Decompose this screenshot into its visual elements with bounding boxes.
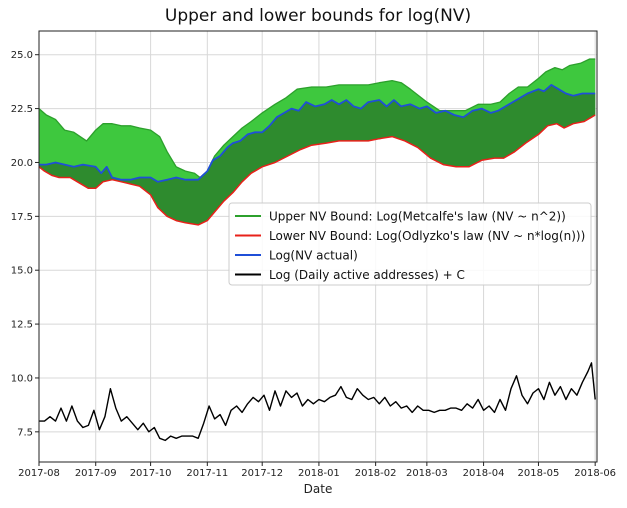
y-tick-label: 15.0 <box>11 266 33 277</box>
legend-label: Lower NV Bound: Log(Odlyzko's law (NV ~ … <box>269 229 585 243</box>
x-tick-label: 2018-03 <box>406 468 448 479</box>
x-tick-label: 2017-08 <box>18 468 60 479</box>
bounds-area <box>39 59 596 225</box>
y-tick-label: 7.5 <box>17 427 33 438</box>
legend-label: Log (Daily active addresses) + C <box>269 268 465 282</box>
x-tick-label: 2017-12 <box>241 468 283 479</box>
lower-band-fill <box>39 84 596 225</box>
plot-frame <box>38 30 598 463</box>
legend-label: Log(NV actual) <box>269 249 358 263</box>
nv-actual-line <box>39 84 596 183</box>
y-tick-label: 12.5 <box>11 320 33 331</box>
y-tick-label: 17.5 <box>11 212 33 223</box>
legend: Upper NV Bound: Log(Metcalfe's law (NV ~… <box>228 202 592 286</box>
y-tick-label: 10.0 <box>11 373 33 384</box>
upper-bound-line <box>38 58 596 179</box>
axis-ticks: 2017-08 2017-09 2017-10 2017-11 2017-12 2018-… <box>11 50 616 479</box>
lower-bound-line <box>38 114 596 226</box>
x-tick-label: 2018-06 <box>574 468 616 479</box>
x-tick-label: 2018-02 <box>355 468 397 479</box>
legend-box <box>228 202 592 286</box>
y-tick-label: 25.0 <box>11 50 33 61</box>
x-axis-title: Date <box>304 482 333 496</box>
series-lines <box>38 58 596 442</box>
x-tick-label: 2018-05 <box>518 468 560 479</box>
legend-label: Upper NV Bound: Log(Metcalfe's law (NV ~… <box>269 210 566 224</box>
y-tick-label: 22.5 <box>11 104 33 115</box>
x-tick-label: 2018-01 <box>298 468 340 479</box>
y-tick-label: 20.0 <box>11 158 33 169</box>
x-tick-label: 2017-11 <box>186 468 228 479</box>
daily-active-addresses-line <box>39 362 596 442</box>
x-tick-label: 2017-10 <box>130 468 172 479</box>
chart-title: Upper and lower bounds for log(NV) <box>165 6 471 26</box>
x-tick-label: 2018-04 <box>463 468 505 479</box>
x-tick-label: 2017-09 <box>75 468 117 479</box>
